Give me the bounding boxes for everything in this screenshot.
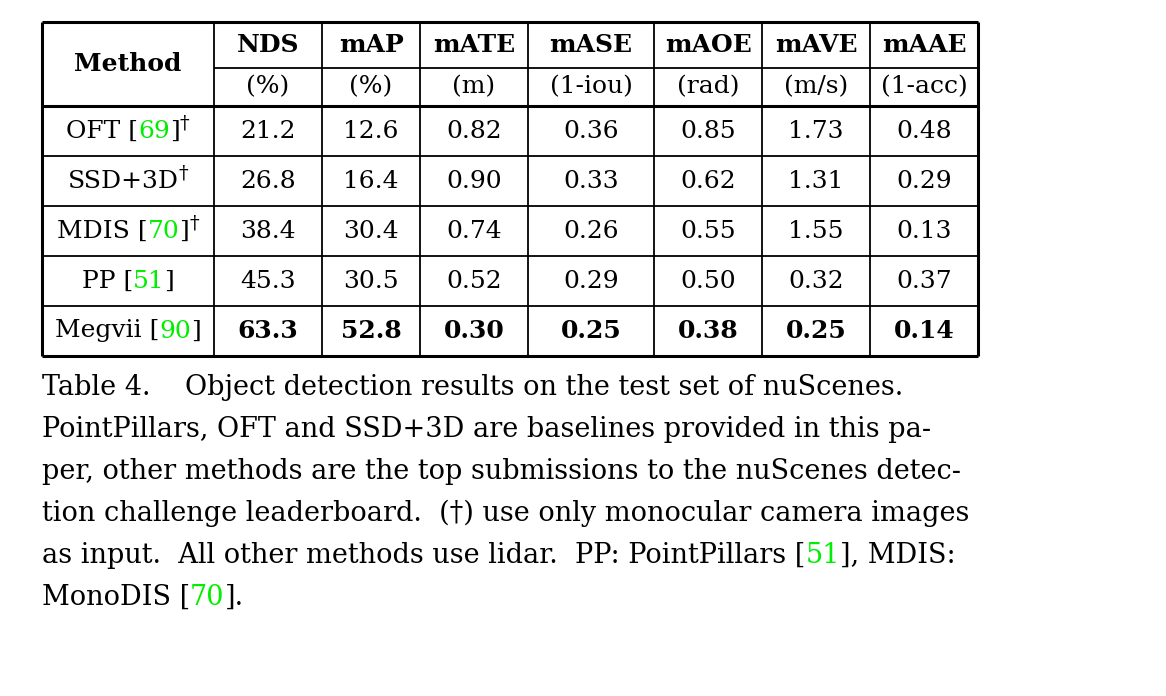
Text: per, other methods are the top submissions to the nuScenes detec-: per, other methods are the top submissio… <box>42 458 961 485</box>
Text: 0.13: 0.13 <box>897 219 951 242</box>
Text: 0.85: 0.85 <box>680 120 736 143</box>
Text: 38.4: 38.4 <box>240 219 296 242</box>
Text: 0.33: 0.33 <box>563 170 619 193</box>
Text: OFT [: OFT [ <box>66 120 139 143</box>
Text: 0.50: 0.50 <box>680 269 736 292</box>
Text: 0.48: 0.48 <box>897 120 951 143</box>
Text: ]: ] <box>180 219 189 242</box>
Text: (1-acc): (1-acc) <box>880 75 968 99</box>
Text: 16.4: 16.4 <box>343 170 399 193</box>
Text: mAVE: mAVE <box>774 33 857 57</box>
Text: 0.55: 0.55 <box>680 219 736 242</box>
Text: (%): (%) <box>246 75 289 99</box>
Text: 0.37: 0.37 <box>897 269 951 292</box>
Text: 1.73: 1.73 <box>788 120 844 143</box>
Text: 26.8: 26.8 <box>240 170 296 193</box>
Text: PP [: PP [ <box>82 269 133 292</box>
Text: 70: 70 <box>190 584 225 611</box>
Text: SSD+3D: SSD+3D <box>68 170 178 193</box>
Text: 0.29: 0.29 <box>563 269 619 292</box>
Text: 12.6: 12.6 <box>343 120 399 143</box>
Text: (m/s): (m/s) <box>784 75 848 99</box>
Text: 0.29: 0.29 <box>897 170 951 193</box>
Text: Method: Method <box>75 52 182 76</box>
Text: tion challenge leaderboard.  (†) use only monocular camera images: tion challenge leaderboard. (†) use only… <box>42 500 969 528</box>
Text: 30.4: 30.4 <box>343 219 399 242</box>
Text: MDIS [: MDIS [ <box>57 219 148 242</box>
Text: mASE: mASE <box>549 33 632 57</box>
Text: mAAE: mAAE <box>881 33 967 57</box>
Text: 0.26: 0.26 <box>563 219 619 242</box>
Text: PointPillars, OFT and SSD+3D are baselines provided in this pa-: PointPillars, OFT and SSD+3D are baselin… <box>42 416 932 443</box>
Text: †: † <box>180 114 190 132</box>
Text: 70: 70 <box>148 219 180 242</box>
Text: 1.55: 1.55 <box>788 219 844 242</box>
Text: 0.62: 0.62 <box>680 170 736 193</box>
Text: ]: ] <box>164 269 174 292</box>
Text: 0.82: 0.82 <box>447 120 501 143</box>
Text: 0.36: 0.36 <box>563 120 619 143</box>
Text: †: † <box>178 164 189 182</box>
Text: 1.31: 1.31 <box>788 170 844 193</box>
Text: Table 4.    Object detection results on the test set of nuScenes.: Table 4. Object detection results on the… <box>42 374 904 401</box>
Text: (1-iou): (1-iou) <box>549 75 632 99</box>
Text: 0.25: 0.25 <box>786 319 847 343</box>
Text: 0.32: 0.32 <box>788 269 844 292</box>
Text: MonoDIS [: MonoDIS [ <box>42 584 190 611</box>
Text: 0.25: 0.25 <box>561 319 621 343</box>
Text: 21.2: 21.2 <box>240 120 296 143</box>
Text: ].: ]. <box>225 584 244 611</box>
Text: 45.3: 45.3 <box>240 269 296 292</box>
Text: 51: 51 <box>806 542 840 569</box>
Text: 0.74: 0.74 <box>447 219 501 242</box>
Text: (%): (%) <box>350 75 393 99</box>
Text: ]: ] <box>170 120 180 143</box>
Text: ]: ] <box>191 319 201 342</box>
Text: mAP: mAP <box>338 33 403 57</box>
Text: mAOE: mAOE <box>665 33 751 57</box>
Text: 0.38: 0.38 <box>677 319 738 343</box>
Text: 30.5: 30.5 <box>343 269 399 292</box>
Text: (m): (m) <box>452 75 496 99</box>
Text: 0.52: 0.52 <box>447 269 501 292</box>
Text: 51: 51 <box>133 269 164 292</box>
Text: 63.3: 63.3 <box>238 319 298 343</box>
Text: NDS: NDS <box>237 33 300 57</box>
Text: Megvii [: Megvii [ <box>55 319 160 342</box>
Text: 0.90: 0.90 <box>447 170 501 193</box>
Text: ], MDIS:: ], MDIS: <box>840 542 955 569</box>
Text: 52.8: 52.8 <box>340 319 401 343</box>
Text: as input.  All other methods use lidar.  PP: PointPillars [: as input. All other methods use lidar. P… <box>42 542 806 569</box>
Text: †: † <box>189 214 199 232</box>
Text: 0.14: 0.14 <box>893 319 955 343</box>
Text: 0.30: 0.30 <box>443 319 505 343</box>
Text: 69: 69 <box>139 120 170 143</box>
Text: mATE: mATE <box>433 33 515 57</box>
Text: 90: 90 <box>160 319 191 342</box>
Text: (rad): (rad) <box>676 75 739 99</box>
